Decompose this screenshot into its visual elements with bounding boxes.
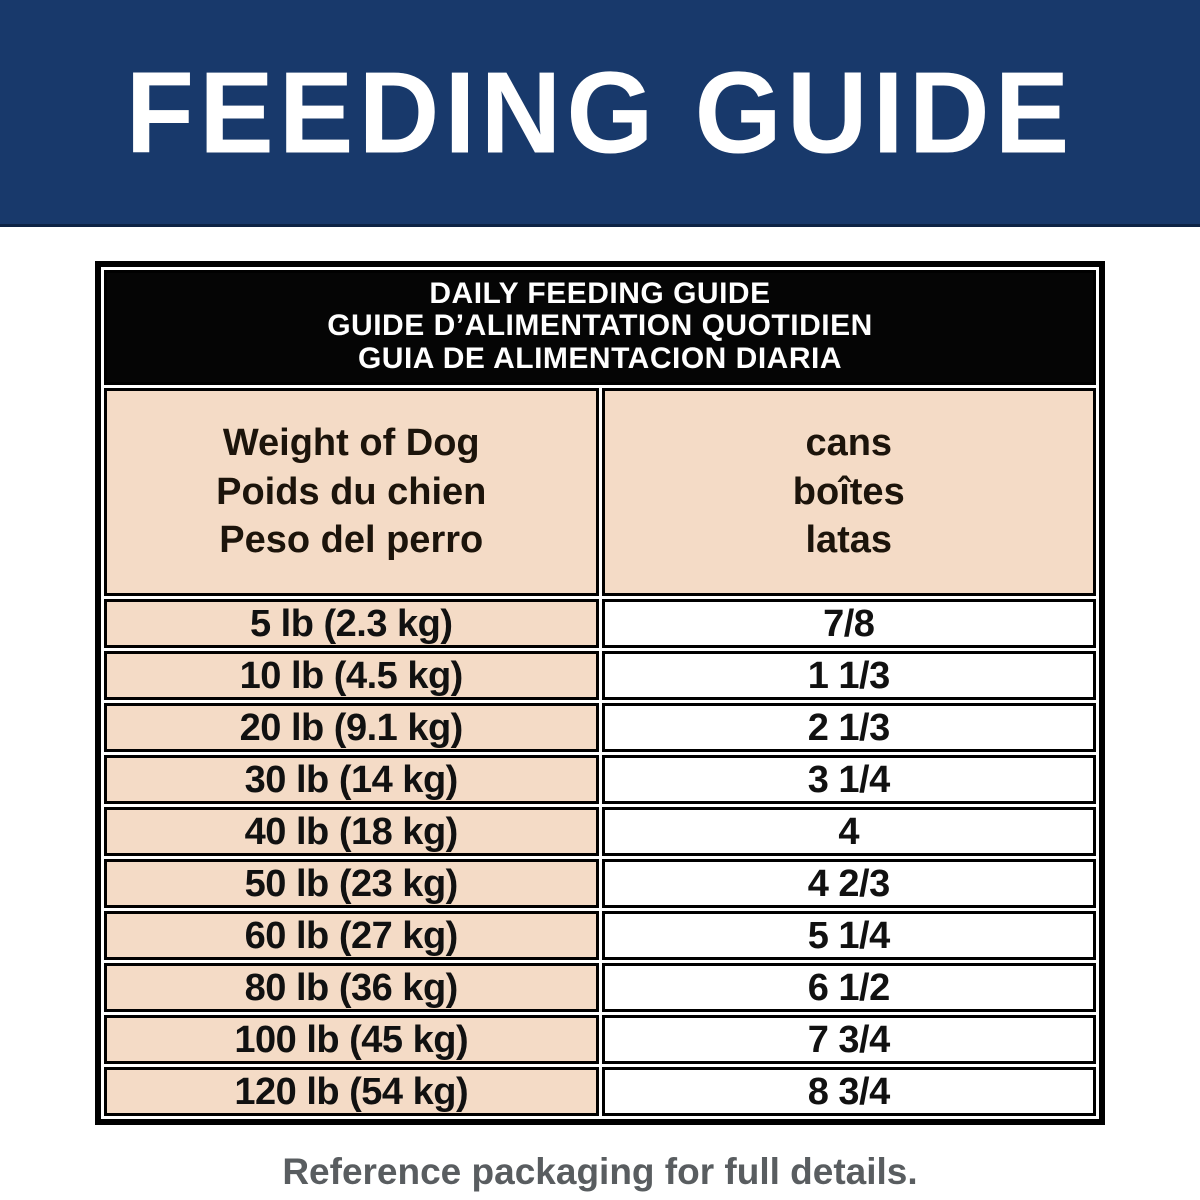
- weight-cell: 5 lb (2.3 kg): [104, 599, 599, 649]
- cans-cell: 6 1/2: [601, 963, 1096, 1013]
- table-title-row: DAILY FEEDING GUIDE GUIDE D’ALIMENTATION…: [104, 270, 1096, 386]
- weight-cell: 50 lb (23 kg): [104, 859, 599, 909]
- table-row: 50 lb (23 kg) 4 2/3: [104, 859, 1096, 909]
- weight-cell: 80 lb (36 kg): [104, 963, 599, 1013]
- column-header-weight: Weight of Dog Poids du chien Peso del pe…: [104, 388, 599, 597]
- table-row: 100 lb (45 kg) 7 3/4: [104, 1015, 1096, 1065]
- table-row: 10 lb (4.5 kg) 1 1/3: [104, 651, 1096, 701]
- weight-cell: 40 lb (18 kg): [104, 807, 599, 857]
- weight-cell: 30 lb (14 kg): [104, 755, 599, 805]
- table-row: 60 lb (27 kg) 5 1/4: [104, 911, 1096, 961]
- table-row: 20 lb (9.1 kg) 2 1/3: [104, 703, 1096, 753]
- cans-header-es: latas: [805, 519, 893, 562]
- table-title-band: DAILY FEEDING GUIDE GUIDE D’ALIMENTATION…: [104, 270, 1096, 386]
- table-row: 80 lb (36 kg) 6 1/2: [104, 963, 1096, 1013]
- feeding-guide-banner: FEEDING GUIDE: [0, 0, 1200, 227]
- weight-cell: 100 lb (45 kg): [104, 1015, 599, 1065]
- table-row: 120 lb (54 kg) 8 3/4: [104, 1067, 1096, 1117]
- table-title-line-es: GUIA DE ALIMENTACION DIARIA: [357, 341, 843, 375]
- footer-note: Reference packaging for full details.: [282, 1151, 918, 1193]
- column-header-row: Weight of Dog Poids du chien Peso del pe…: [104, 388, 1096, 597]
- cans-cell: 1 1/3: [601, 651, 1096, 701]
- cans-cell: 8 3/4: [601, 1067, 1096, 1117]
- cans-header-en: cans: [805, 422, 893, 465]
- cans-header-fr: boîtes: [792, 470, 905, 513]
- weight-header-en: Weight of Dog: [222, 422, 480, 465]
- cans-cell: 4: [601, 807, 1096, 857]
- weight-cell: 10 lb (4.5 kg): [104, 651, 599, 701]
- weight-cell: 60 lb (27 kg): [104, 911, 599, 961]
- weight-header-es: Peso del perro: [219, 519, 484, 562]
- table-title-line-en: DAILY FEEDING GUIDE: [429, 277, 771, 310]
- banner-title: FEEDING GUIDE: [125, 47, 1075, 178]
- cans-cell: 4 2/3: [601, 859, 1096, 909]
- cans-cell: 3 1/4: [601, 755, 1096, 805]
- weight-header-fr: Poids du chien: [216, 470, 487, 513]
- table-row: 40 lb (18 kg) 4: [104, 807, 1096, 857]
- column-header-cans: cans boîtes latas: [601, 388, 1096, 597]
- cans-cell: 2 1/3: [601, 703, 1096, 753]
- cans-cell: 5 1/4: [601, 911, 1096, 961]
- cans-cell: 7 3/4: [601, 1015, 1096, 1065]
- daily-feeding-guide-table: DAILY FEEDING GUIDE GUIDE D’ALIMENTATION…: [95, 261, 1105, 1126]
- table-row: 30 lb (14 kg) 3 1/4: [104, 755, 1096, 805]
- weight-cell: 120 lb (54 kg): [104, 1067, 599, 1117]
- table-body: 5 lb (2.3 kg) 7/8 10 lb (4.5 kg) 1 1/3 2…: [104, 599, 1096, 1117]
- table-row: 5 lb (2.3 kg) 7/8: [104, 599, 1096, 649]
- table-title-line-fr: GUIDE D’ALIMENTATION QUOTIDIEN: [327, 309, 873, 343]
- weight-cell: 20 lb (9.1 kg): [104, 703, 599, 753]
- cans-cell: 7/8: [601, 599, 1096, 649]
